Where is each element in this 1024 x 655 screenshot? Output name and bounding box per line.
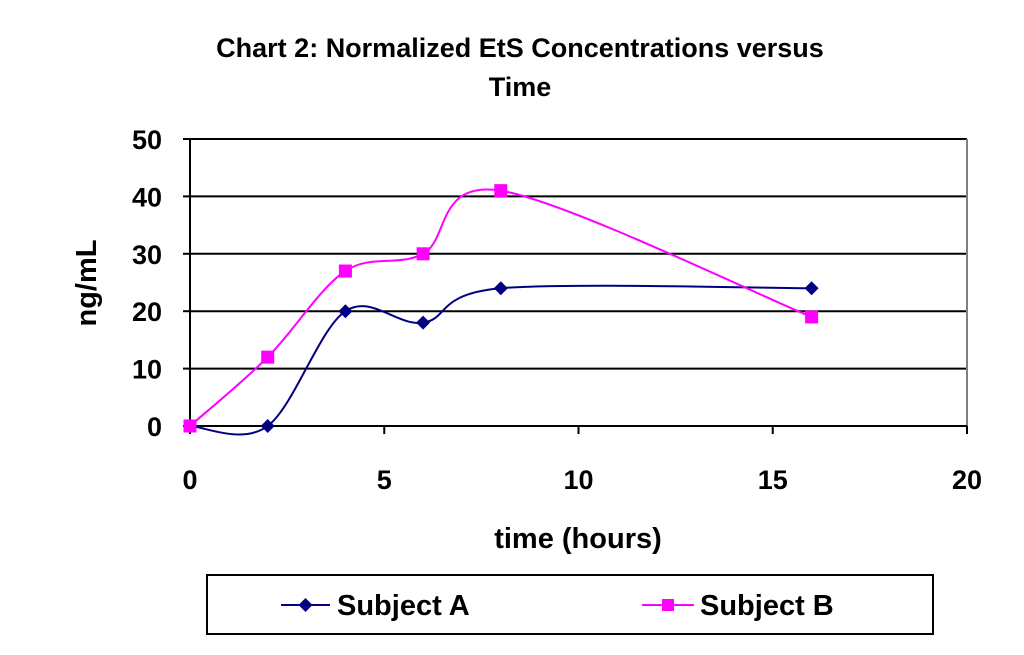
data-point-subject-a-2: [338, 304, 353, 319]
y-tick-label-0: 0: [147, 412, 162, 442]
data-point-subject-b-2: [338, 264, 352, 278]
series-line-subject-b: [189, 188, 812, 427]
x-axis-label: time (hours): [494, 523, 662, 555]
y-tick-label-20: 20: [132, 297, 162, 327]
legend-marker-subject-a: [298, 598, 313, 612]
x-tick-label-10: 10: [563, 465, 593, 495]
legend-marker-subject-b: [662, 599, 674, 611]
axes: [189, 139, 968, 427]
data-point-subject-b-3: [416, 247, 430, 261]
x-tick-label-20: 20: [952, 465, 982, 495]
data-point-subject-a-5: [804, 281, 819, 296]
legend: Subject A Subject B: [206, 574, 934, 635]
gridlines: [190, 138, 967, 370]
series-line-subject-a: [189, 284, 812, 436]
y-tick-label-10: 10: [132, 355, 162, 385]
x-tick-label-5: 5: [377, 465, 392, 495]
data-point-subject-a-4: [493, 281, 508, 296]
y-tick-label-50: 50: [132, 125, 162, 155]
x-tick-label-0: 0: [182, 465, 197, 495]
data-point-subject-a-1: [260, 419, 275, 433]
data-point-subject-b-0: [183, 419, 197, 433]
y-axis-label: ng/mL: [71, 240, 103, 327]
series-layer: [183, 184, 819, 436]
x-tick-label-15: 15: [758, 465, 788, 495]
legend-label-subject-b: Subject B: [700, 590, 834, 622]
chart-title-line-1: Chart 2: Normalized EtS Concentrations v…: [216, 33, 824, 63]
chart-title-line-2: Time: [489, 72, 552, 102]
data-point-subject-a-3: [416, 315, 431, 330]
data-point-subject-b-5: [805, 310, 819, 324]
data-point-subject-b-1: [261, 350, 275, 364]
legend-label-subject-a: Subject A: [337, 590, 470, 622]
data-point-subject-b-4: [494, 184, 508, 198]
y-axis-ticks: 0 10 20 30 40 50: [132, 125, 190, 442]
y-tick-label-30: 30: [132, 240, 162, 270]
x-axis-ticks: 0 5 10 15 20: [182, 426, 982, 495]
y-tick-label-40: 40: [132, 182, 162, 212]
